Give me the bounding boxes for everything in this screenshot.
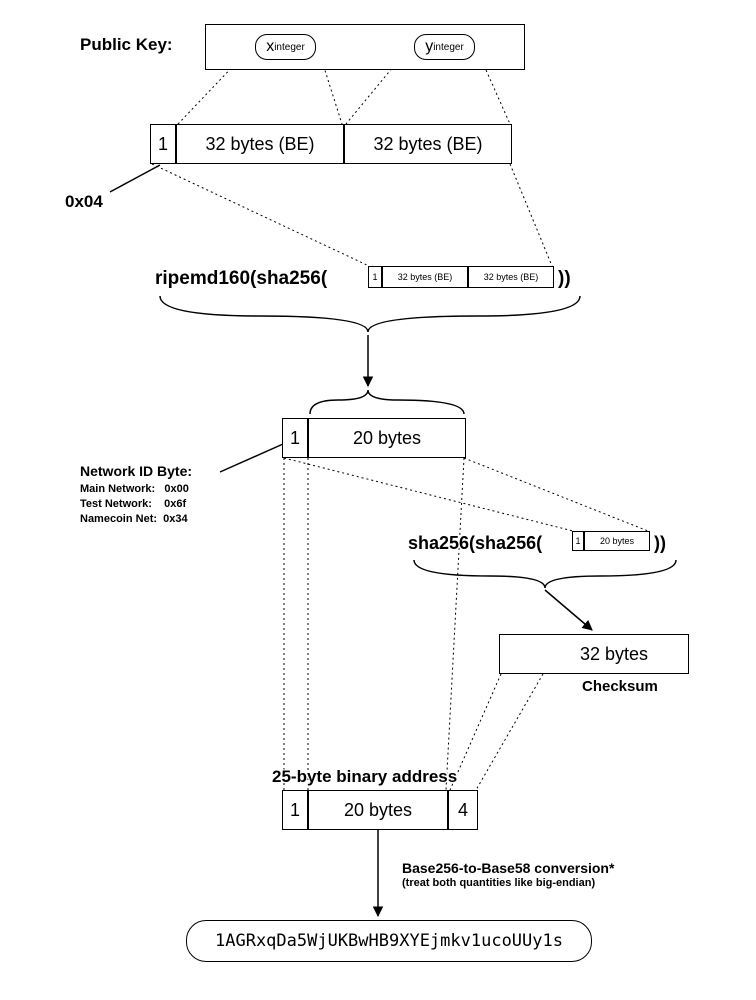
- mini2-main: 20 bytes: [584, 531, 650, 551]
- ripemd-label: ripemd160(sha256(: [155, 268, 327, 290]
- base58-line2: (treat both quantities like big-endian): [402, 877, 595, 889]
- mini2-prefix: 1: [572, 531, 584, 551]
- hash20-cell: 20 bytes: [308, 418, 466, 458]
- final-address: 1AGRxqDa5WjUKBwHB9XYEjmkv1ucoUUy1s: [186, 920, 592, 962]
- y-integer-pill: yinteger: [414, 34, 475, 60]
- addr25-main: 20 bytes: [308, 790, 448, 830]
- base58-line1: Base256-to-Base58 conversion*: [402, 860, 614, 876]
- y-sub: integer: [433, 42, 464, 53]
- addr25-label: 25-byte binary address: [272, 767, 457, 787]
- public-key-label: Public Key:: [80, 35, 173, 55]
- sha-suffix: )): [654, 533, 666, 554]
- y-32bytes-cell: 32 bytes (BE): [344, 124, 512, 164]
- network-id-lines: Main Network: 0x00 Test Network: 0x6f Na…: [80, 482, 189, 527]
- checksum-32bytes: 32 bytes: [499, 634, 689, 674]
- x-32bytes-cell: 32 bytes (BE): [176, 124, 344, 164]
- y-main: y: [425, 38, 433, 56]
- x-integer-pill: xinteger: [255, 34, 316, 60]
- checksum-caption: Checksum: [582, 678, 658, 695]
- mini1-prefix: 1: [368, 266, 382, 288]
- net-line-3: Namecoin Net: 0x34: [80, 512, 189, 527]
- mini1-y: 32 bytes (BE): [468, 266, 554, 288]
- netid-prefix-cell: 1: [282, 418, 308, 458]
- label-0x04: 0x04: [65, 192, 103, 212]
- x-sub: integer: [274, 42, 305, 53]
- sha-label: sha256(sha256(: [408, 533, 542, 554]
- net-line-1: Main Network: 0x00: [80, 482, 189, 497]
- net-line-2: Test Network: 0x6f: [80, 497, 189, 512]
- addr25-prefix: 1: [282, 790, 308, 830]
- network-id-title: Network ID Byte:: [80, 463, 192, 479]
- x-main: x: [266, 38, 274, 56]
- mini1-x: 32 bytes (BE): [382, 266, 468, 288]
- public-key-container: xinteger yinteger: [205, 24, 525, 70]
- addr25-four: 4: [448, 790, 478, 830]
- ripemd-suffix: )): [558, 268, 571, 290]
- prefix-04-cell: 1: [150, 124, 176, 164]
